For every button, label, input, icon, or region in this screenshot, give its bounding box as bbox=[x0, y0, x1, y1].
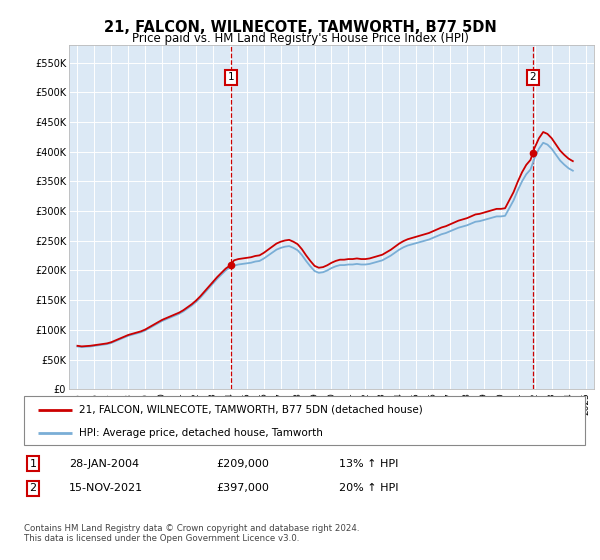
Text: £209,000: £209,000 bbox=[216, 459, 269, 469]
Text: Contains HM Land Registry data © Crown copyright and database right 2024.
This d: Contains HM Land Registry data © Crown c… bbox=[24, 524, 359, 543]
Text: 1: 1 bbox=[228, 72, 235, 82]
Text: 13% ↑ HPI: 13% ↑ HPI bbox=[339, 459, 398, 469]
Text: 21, FALCON, WILNECOTE, TAMWORTH, B77 5DN (detached house): 21, FALCON, WILNECOTE, TAMWORTH, B77 5DN… bbox=[79, 405, 423, 415]
Text: 2: 2 bbox=[29, 483, 37, 493]
Text: 1: 1 bbox=[29, 459, 37, 469]
Text: 2: 2 bbox=[529, 72, 536, 82]
Text: 15-NOV-2021: 15-NOV-2021 bbox=[69, 483, 143, 493]
Text: £397,000: £397,000 bbox=[216, 483, 269, 493]
Text: HPI: Average price, detached house, Tamworth: HPI: Average price, detached house, Tamw… bbox=[79, 428, 323, 438]
Text: 28-JAN-2004: 28-JAN-2004 bbox=[69, 459, 139, 469]
FancyBboxPatch shape bbox=[24, 396, 585, 445]
Text: Price paid vs. HM Land Registry's House Price Index (HPI): Price paid vs. HM Land Registry's House … bbox=[131, 32, 469, 45]
Text: 20% ↑ HPI: 20% ↑ HPI bbox=[339, 483, 398, 493]
Text: 21, FALCON, WILNECOTE, TAMWORTH, B77 5DN: 21, FALCON, WILNECOTE, TAMWORTH, B77 5DN bbox=[104, 20, 496, 35]
